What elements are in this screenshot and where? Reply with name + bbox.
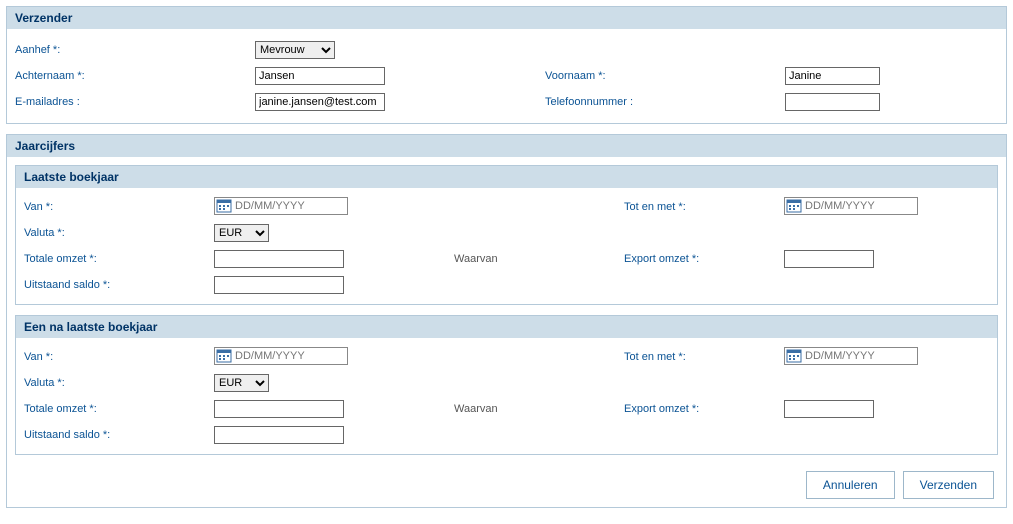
annual-heading: Jaarcijfers (7, 135, 1006, 157)
last-to-date[interactable] (784, 197, 918, 215)
label-lastname: Achternaam *: (15, 70, 255, 82)
firstname-input[interactable] (785, 67, 880, 85)
prev-year-subsection: Een na laatste boekjaar Van *: Tot en me… (15, 315, 998, 455)
prev-year-heading: Een na laatste boekjaar (16, 316, 997, 338)
prev-export-input[interactable] (784, 400, 874, 418)
prev-row-currency: Valuta *: EUR (24, 370, 989, 396)
label-last-total: Totale omzet *: (24, 253, 214, 265)
prev-total-input[interactable] (214, 400, 344, 418)
row-contact: E-mailadres : Telefoonnummer : (15, 89, 998, 115)
field-email (255, 93, 455, 111)
field-salutation: Mevrouw (255, 41, 455, 59)
sender-heading: Verzender (7, 7, 1006, 29)
last-total-input[interactable] (214, 250, 344, 268)
prev-outstanding-input[interactable] (214, 426, 344, 444)
label-prev-export: Export omzet *: (624, 403, 784, 415)
label-firstname: Voornaam *: (545, 70, 785, 82)
label-prev-to: Tot en met *: (624, 351, 784, 363)
label-phone: Telefoonnummer : (545, 96, 785, 108)
last-year-heading: Laatste boekjaar (16, 166, 997, 188)
field-prev-to (784, 347, 984, 367)
field-last-outstanding (214, 276, 414, 294)
last-to-input[interactable] (803, 198, 917, 214)
field-prev-export (784, 400, 984, 418)
submit-button[interactable]: Verzenden (903, 471, 994, 499)
field-phone (785, 93, 985, 111)
last-export-input[interactable] (784, 250, 874, 268)
last-row-outstanding: Uitstaand saldo *: (24, 272, 989, 298)
label-last-currency: Valuta *: (24, 227, 214, 239)
label-waarvan: Waarvan (414, 253, 624, 265)
label-waarvan: Waarvan (414, 403, 624, 415)
field-firstname (785, 67, 985, 85)
label-prev-total: Totale omzet *: (24, 403, 214, 415)
last-from-input[interactable] (233, 198, 347, 214)
label-salutation: Aanhef *: (15, 44, 255, 56)
last-year-subsection: Laatste boekjaar Van *: Tot en met *: (15, 165, 998, 305)
button-row: Annuleren Verzenden (15, 465, 998, 499)
field-prev-outstanding (214, 426, 414, 444)
label-prev-currency: Valuta *: (24, 377, 214, 389)
prev-currency-select[interactable]: EUR (214, 374, 269, 392)
label-last-to: Tot en met *: (624, 201, 784, 213)
last-currency-select[interactable]: EUR (214, 224, 269, 242)
label-prev-outstanding: Uitstaand saldo *: (24, 429, 214, 441)
prev-row-dates: Van *: Tot en met *: (24, 344, 989, 370)
field-prev-from (214, 347, 414, 367)
last-year-body: Van *: Tot en met *: (16, 188, 997, 304)
last-row-dates: Van *: Tot en met *: (24, 194, 989, 220)
prev-row-turnover: Totale omzet *: Waarvan Export omzet *: (24, 396, 989, 422)
salutation-select[interactable]: Mevrouw (255, 41, 335, 59)
calendar-icon (786, 348, 802, 364)
field-prev-total (214, 400, 414, 418)
prev-to-input[interactable] (803, 348, 917, 364)
last-row-currency: Valuta *: EUR (24, 220, 989, 246)
row-name: Achternaam *: Voornaam *: (15, 63, 998, 89)
annual-section: Jaarcijfers Laatste boekjaar Van *: (6, 134, 1007, 508)
label-prev-from: Van *: (24, 351, 214, 363)
lastname-input[interactable] (255, 67, 385, 85)
field-last-export (784, 250, 984, 268)
row-salutation: Aanhef *: Mevrouw (15, 37, 998, 63)
field-last-from (214, 197, 414, 217)
phone-input[interactable] (785, 93, 880, 111)
prev-from-date[interactable] (214, 347, 348, 365)
label-last-export: Export omzet *: (624, 253, 784, 265)
sender-body: Aanhef *: Mevrouw Achternaam *: Voornaam… (7, 29, 1006, 123)
field-last-currency: EUR (214, 224, 414, 242)
prev-row-outstanding: Uitstaand saldo *: (24, 422, 989, 448)
annual-body: Laatste boekjaar Van *: Tot en met *: (7, 157, 1006, 507)
prev-from-input[interactable] (233, 348, 347, 364)
label-email: E-mailadres : (15, 96, 255, 108)
sender-section: Verzender Aanhef *: Mevrouw Achternaam *… (6, 6, 1007, 124)
last-outstanding-input[interactable] (214, 276, 344, 294)
last-from-date[interactable] (214, 197, 348, 215)
prev-year-body: Van *: Tot en met *: (16, 338, 997, 454)
calendar-icon (786, 198, 802, 214)
field-lastname (255, 67, 455, 85)
field-last-total (214, 250, 414, 268)
field-last-to (784, 197, 984, 217)
cancel-button[interactable]: Annuleren (806, 471, 895, 499)
calendar-icon (216, 198, 232, 214)
prev-to-date[interactable] (784, 347, 918, 365)
field-prev-currency: EUR (214, 374, 414, 392)
label-last-outstanding: Uitstaand saldo *: (24, 279, 214, 291)
last-row-turnover: Totale omzet *: Waarvan Export omzet *: (24, 246, 989, 272)
calendar-icon (216, 348, 232, 364)
label-last-from: Van *: (24, 201, 214, 213)
email-input[interactable] (255, 93, 385, 111)
